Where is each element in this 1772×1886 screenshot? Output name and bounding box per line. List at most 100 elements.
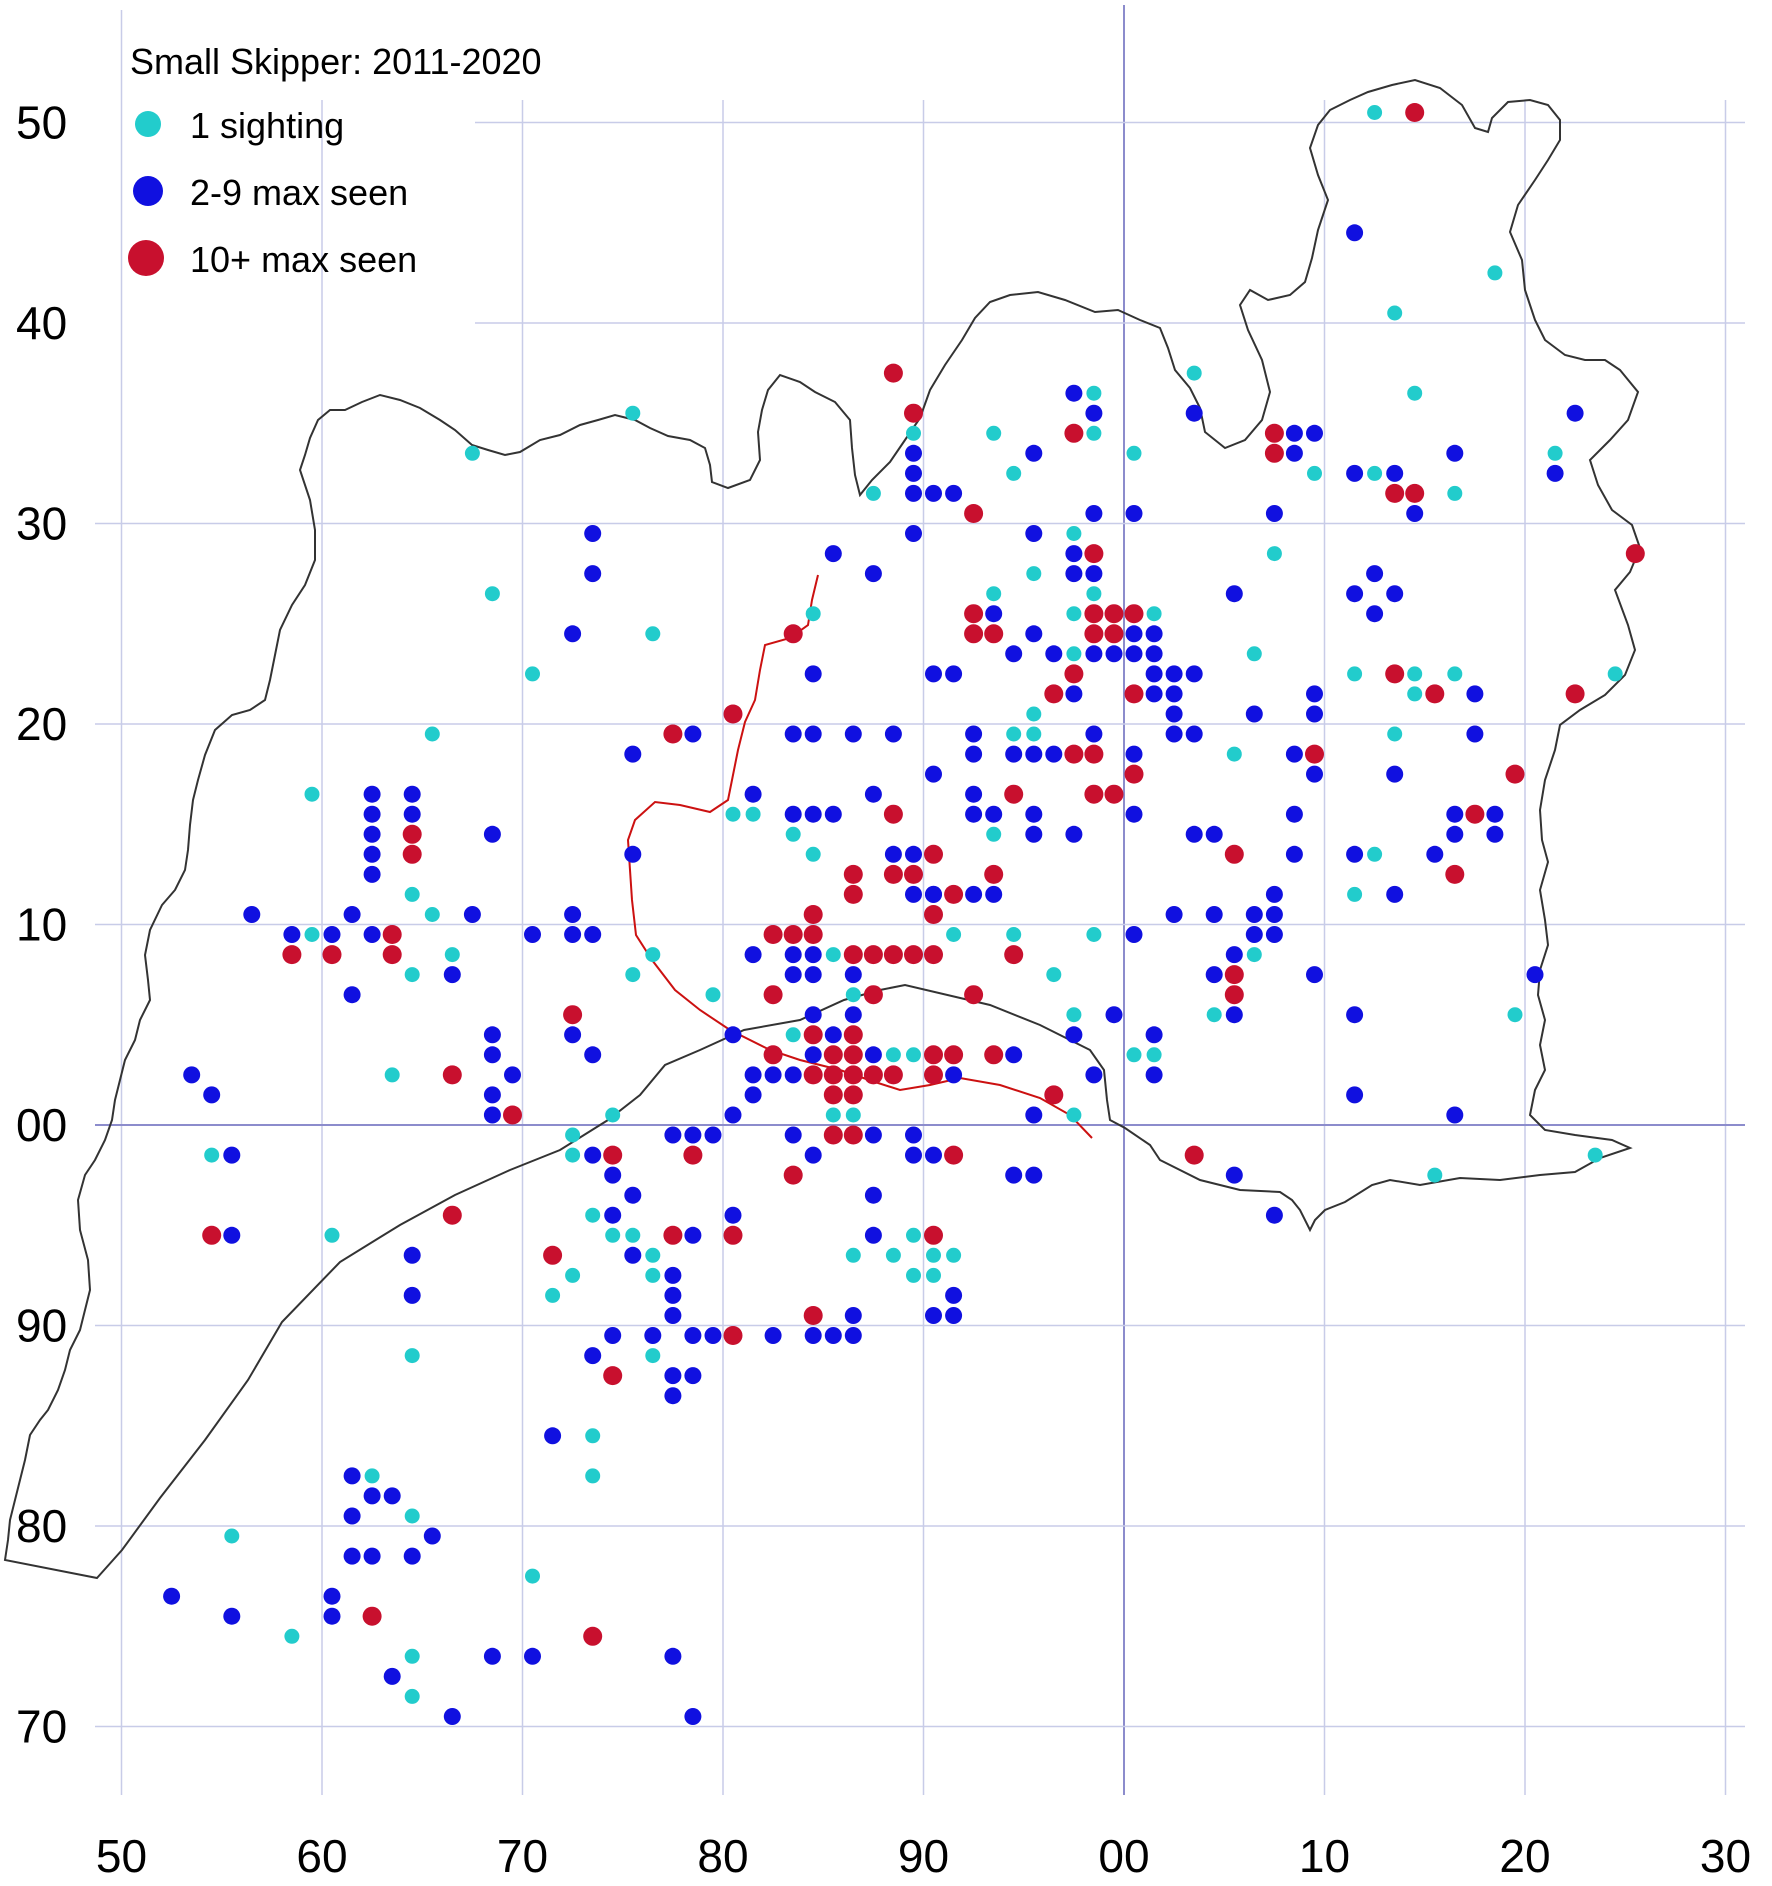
sighting-point-few — [965, 745, 983, 763]
sighting-point-few — [584, 1046, 602, 1064]
sighting-point-few — [1045, 645, 1063, 663]
sighting-point-many — [803, 925, 823, 944]
sighting-point-single — [1126, 445, 1142, 461]
sighting-point-many — [803, 905, 823, 924]
sighting-point-few — [1306, 685, 1323, 703]
sighting-point-many — [1104, 784, 1124, 804]
x-tick-label: 30 — [1700, 1830, 1751, 1882]
sighting-point-single — [1367, 465, 1383, 481]
sighting-point-few — [864, 1126, 882, 1144]
sighting-point-many — [322, 945, 342, 965]
sighting-point-many — [683, 1145, 703, 1165]
sighting-point-single — [1587, 1147, 1603, 1163]
sighting-point-many — [723, 1225, 743, 1245]
sighting-point-few — [1185, 725, 1203, 743]
sighting-point-few — [1205, 825, 1223, 843]
sighting-point-many — [863, 945, 883, 965]
sighting-point-few — [624, 1186, 642, 1204]
sighting-point-single — [885, 1047, 901, 1063]
sighting-point-single — [845, 1247, 861, 1263]
sighting-point-many — [1565, 684, 1585, 704]
sighting-point-few — [1085, 1066, 1103, 1084]
sighting-point-few — [905, 525, 922, 542]
sighting-point-single — [605, 1227, 621, 1243]
sighting-point-many — [402, 844, 422, 864]
sighting-point-few — [524, 926, 541, 943]
sighting-point-single — [404, 967, 420, 983]
sighting-point-single — [1066, 606, 1082, 622]
sighting-point-few — [403, 1286, 421, 1304]
sighting-point-single — [1347, 886, 1363, 902]
sighting-point-single — [565, 1127, 581, 1143]
sighting-point-few — [1346, 1006, 1364, 1024]
sighting-point-many — [1004, 945, 1024, 965]
sighting-point-many — [984, 864, 1004, 884]
sighting-point-many — [1224, 965, 1244, 985]
y-tick-label: 50 — [16, 97, 67, 149]
sighting-point-few — [764, 1066, 782, 1084]
sighting-point-many — [883, 1065, 903, 1085]
sighting-point-few — [564, 906, 582, 923]
sighting-point-few — [644, 1327, 662, 1344]
sighting-point-few — [804, 966, 822, 984]
sighting-point-many — [202, 1225, 222, 1245]
sighting-point-few — [864, 1186, 882, 1204]
sighting-point-many — [1104, 604, 1124, 624]
sighting-point-few — [965, 805, 983, 823]
x-tick-label: 80 — [697, 1830, 748, 1882]
sighting-point-few — [403, 1246, 421, 1264]
sighting-point-many — [904, 403, 923, 423]
legend-marker-single — [135, 111, 161, 137]
sighting-point-few — [283, 926, 301, 943]
sighting-point-few — [1306, 966, 1323, 984]
sighting-point-few — [1185, 665, 1203, 683]
sighting-point-single — [885, 1247, 901, 1263]
sighting-point-few — [744, 1066, 762, 1084]
sighting-point-few — [403, 1547, 421, 1565]
sighting-point-few — [564, 1026, 582, 1044]
sighting-point-many — [1084, 624, 1104, 644]
sighting-point-single — [1086, 927, 1102, 942]
sighting-point-single — [805, 606, 821, 622]
y-tick-label: 90 — [16, 1300, 67, 1352]
x-tick-label: 00 — [1098, 1830, 1149, 1882]
sighting-point-few — [1225, 585, 1243, 603]
sighting-point-few — [363, 805, 381, 823]
sighting-point-many — [843, 1085, 863, 1105]
sighting-point-few — [1105, 1006, 1123, 1024]
axis-tick-labels: 50 60 70 80 90 00 10 20 30 50 40 30 20 10 00 90 80 70 — [16, 97, 1751, 1883]
sighting-point-few — [524, 1647, 541, 1665]
sighting-point-few — [1486, 805, 1504, 823]
sighting-point-few — [1386, 765, 1404, 783]
sighting-point-single — [484, 586, 500, 602]
sighting-point-few — [1205, 966, 1223, 984]
sighting-point-many — [1505, 764, 1525, 784]
sighting-point-few — [363, 785, 381, 803]
sighting-point-few — [1306, 705, 1323, 723]
sighting-point-few — [744, 785, 762, 803]
sighting-point-few — [363, 1547, 381, 1565]
county-border-path — [3, 78, 1642, 1580]
sighting-point-many — [843, 1045, 863, 1065]
sighting-point-few — [784, 966, 802, 984]
sighting-point-few — [844, 725, 862, 743]
sighting-point-many — [442, 1205, 462, 1225]
sighting-point-few — [1025, 1166, 1043, 1184]
sighting-point-few — [704, 1327, 722, 1344]
sighting-point-many — [924, 905, 943, 924]
sighting-point-few — [1306, 424, 1323, 442]
sighting-point-few — [1025, 625, 1043, 643]
sighting-point-few — [784, 725, 802, 743]
sighting-point-single — [1427, 1167, 1443, 1183]
sighting-point-many — [1064, 744, 1084, 764]
sighting-point-single — [404, 1688, 420, 1704]
sighting-point-few — [1285, 805, 1303, 823]
sighting-point-few — [1285, 424, 1303, 442]
y-tick-label: 30 — [16, 498, 67, 550]
sighting-point-few — [1285, 845, 1303, 863]
sighting-point-single — [585, 1207, 601, 1223]
sighting-point-few — [864, 1046, 882, 1064]
sighting-point-single — [625, 1227, 641, 1243]
grid-lines — [95, 5, 1745, 1795]
sighting-point-single — [1146, 1047, 1162, 1063]
